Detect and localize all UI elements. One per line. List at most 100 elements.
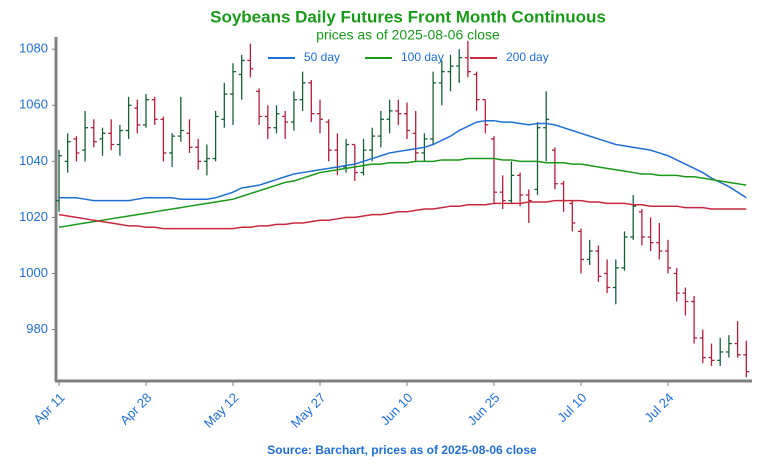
ohlc-bar: [343, 138, 350, 173]
y-tick-label: 1080: [19, 41, 48, 56]
ohlc-bar: [108, 119, 115, 151]
source-note: Source: Barchart, prices as of 2025-08-0…: [267, 443, 537, 457]
ohlc-bar: [665, 239, 671, 274]
ohlc-bar: [525, 189, 532, 224]
ohlc-bar: [290, 91, 297, 131]
ohlc-bar: [673, 267, 680, 302]
x-tick-label: Jul 24: [641, 390, 676, 425]
x-tick-label: May 27: [288, 390, 329, 431]
ohlc-bar: [195, 138, 202, 170]
ohlc-bar: [238, 54, 245, 100]
ohlc-bar: [430, 71, 437, 145]
ohlc-bar: [404, 102, 410, 139]
ohlc-bar: [256, 88, 263, 125]
y-tick-label: 1000: [19, 265, 48, 280]
moving-average-line: [58, 199, 747, 230]
ohlc-bar: [282, 110, 289, 139]
ohlc-bar: [308, 80, 315, 123]
ohlc-bar: [708, 343, 715, 366]
ohlc-bar: [325, 119, 332, 162]
x-tick-label: Apr 28: [117, 390, 155, 428]
ohlc-bar: [743, 340, 750, 378]
x-tick-label: Jul 10: [554, 390, 589, 425]
ohlc-bar: [691, 295, 698, 344]
ohlc-bar: [273, 105, 280, 134]
ohlc-bar: [734, 321, 741, 358]
ohlc-bar: [386, 99, 393, 134]
ohlc-bar: [438, 60, 445, 106]
ohlc-bar: [578, 228, 584, 274]
ohlc-bar: [630, 194, 637, 240]
ohlc-bar: [377, 110, 384, 148]
ohlc-bar: [151, 96, 158, 125]
ohlc-bar: [351, 143, 358, 181]
ohlc-bar: [125, 96, 132, 139]
ohlc-bar: [73, 136, 80, 162]
ohlc-bar: [699, 329, 706, 364]
ohlc-bar: [160, 116, 167, 162]
ohlc-bar: [647, 217, 654, 252]
ohlc-bar: [586, 239, 593, 266]
ohlc-bar: [317, 99, 323, 134]
ohlc-bar: [212, 110, 219, 162]
chart-title: Soybeans Daily Futures Front Month Conti…: [210, 7, 606, 26]
ohlc-bar: [725, 335, 732, 358]
ohlc-bar: [264, 105, 271, 139]
ohlc-bar: [360, 138, 367, 176]
x-tick-label: Jun 10: [377, 390, 415, 428]
ohlc-bar: [482, 99, 489, 134]
ohlc-bar: [116, 124, 123, 156]
ohlc-bar: [412, 110, 419, 162]
x-tick-label: May 12: [201, 390, 242, 431]
y-tick-label: 1020: [19, 209, 48, 224]
ohlc-bar: [134, 99, 141, 134]
ohlc-bar: [56, 150, 62, 212]
ohlc-bar: [203, 144, 210, 176]
ohlc-bar: [395, 99, 402, 125]
ohlc-bar: [638, 209, 645, 246]
ohlc-bar: [595, 245, 602, 282]
ohlc-bar: [491, 136, 497, 204]
ohlc-bar: [508, 161, 515, 204]
moving-average-line: [58, 157, 747, 228]
ohlc-bar: [612, 259, 619, 305]
ohlc-bar: [169, 133, 176, 167]
ohlc-bar: [517, 172, 524, 207]
ohlc-bar: [177, 96, 184, 142]
ohlc-bar: [464, 40, 471, 78]
ohlc-bar: [456, 49, 463, 83]
x-tick-label: Apr 11: [31, 390, 68, 427]
ohlc-bar: [99, 127, 106, 156]
legend-label: 200 day: [506, 50, 549, 64]
ohlc-bar: [221, 82, 228, 128]
ohlc-bar: [604, 259, 611, 294]
ohlc-bar: [621, 231, 628, 271]
ohlc-bar: [90, 119, 97, 148]
ohlc-bar: [247, 43, 254, 78]
ohlc-bar: [473, 71, 480, 111]
x-tick-label: Jun 25: [464, 390, 502, 428]
ohlc-bar: [551, 147, 558, 190]
ohlc-bar: [143, 94, 149, 128]
ohlc-bar: [560, 180, 567, 212]
ohlc-bar: [186, 119, 193, 153]
y-tick-label: 1040: [19, 153, 48, 168]
ohlc-bar: [299, 71, 306, 111]
y-tick-label: 1060: [19, 97, 48, 112]
legend-label: 50 day: [304, 50, 340, 64]
ohlc-bar: [682, 287, 689, 316]
chart-subtitle: prices as of 2025-08-06 close: [316, 27, 500, 43]
ohlc-bar: [717, 337, 724, 366]
ohlc-bar: [534, 122, 541, 195]
ohlc-bar: [656, 223, 663, 260]
ohlc-bar: [230, 63, 236, 125]
ohlc-bar: [64, 133, 71, 173]
ohlc-bar: [543, 91, 550, 162]
ohlc-bar: [569, 200, 576, 232]
ohlc-bar: [369, 127, 376, 162]
moving-average-line: [59, 119, 747, 202]
ohlc-bar: [82, 110, 89, 162]
y-tick-label: 980: [26, 321, 48, 336]
